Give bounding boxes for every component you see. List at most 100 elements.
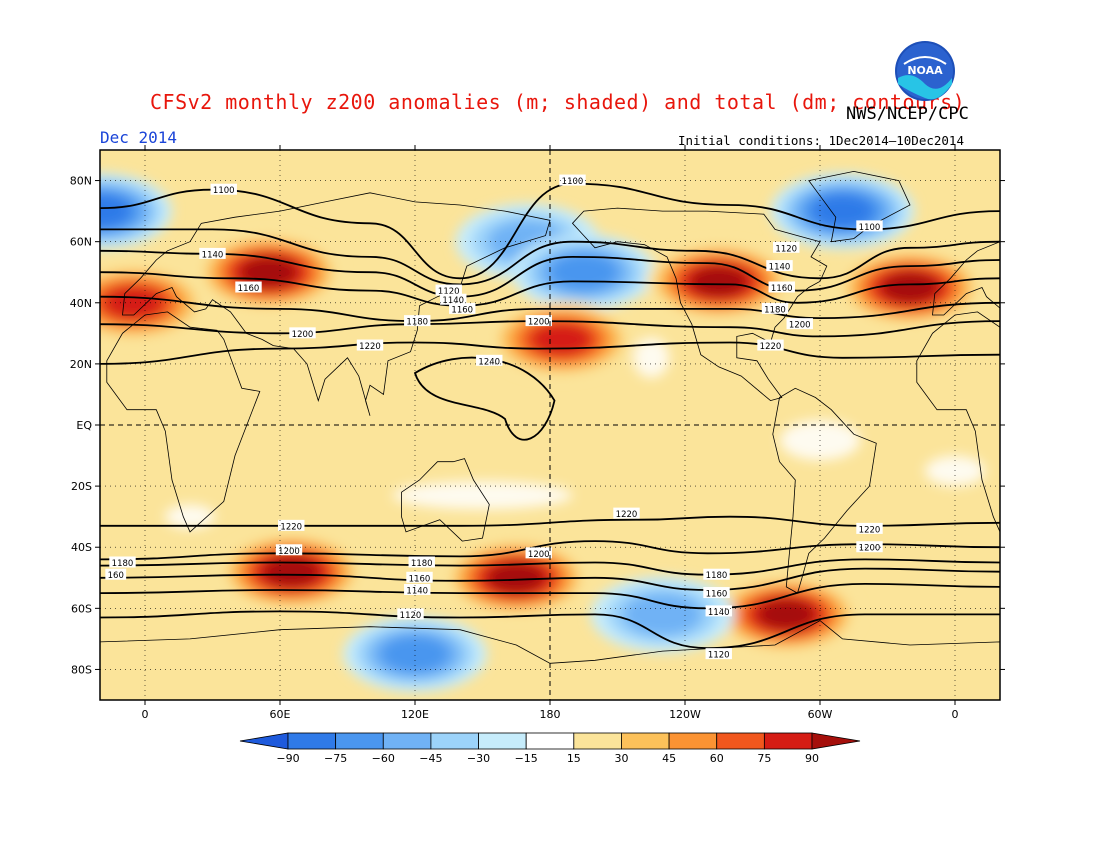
colorbar-cell — [525, 732, 575, 750]
contour-label: 1120 — [775, 244, 797, 254]
colorbar-tick-label: 75 — [757, 752, 771, 765]
contour-label-box — [406, 571, 433, 583]
contour-label: 1220 — [616, 510, 638, 520]
contour-label-box — [235, 281, 262, 293]
colorbar-tick-label: −45 — [419, 752, 442, 765]
colorbar-cell — [668, 732, 718, 750]
lon-label: 0 — [952, 708, 959, 721]
contour-label: 1200 — [528, 318, 550, 328]
anomaly-blob — [811, 194, 874, 228]
contour-label-box — [761, 302, 789, 314]
chart-title: CFSv2 monthly z200 anomalies (m; shaded)… — [150, 90, 966, 114]
colorbar-tick-label: −75 — [324, 752, 347, 765]
anomaly-blob — [263, 556, 320, 587]
lon-label: 60E — [270, 708, 291, 721]
contour-label: 1200 — [278, 547, 300, 557]
anomaly-blob — [549, 253, 618, 291]
anomaly-blob — [488, 562, 545, 594]
colorbar-arrow-low — [239, 732, 289, 750]
contour-label: 1220 — [359, 342, 381, 352]
contour-label-box — [613, 507, 640, 519]
contour-label-box — [766, 260, 793, 272]
lat-label: 20N — [70, 358, 92, 371]
contour-line-12 — [100, 610, 1000, 650]
coast-greenland — [808, 170, 911, 243]
colorbar-tick-label: 60 — [710, 752, 724, 765]
anomaly-blob — [690, 266, 747, 297]
contour-line-10 — [100, 567, 1000, 591]
contour-label-box — [703, 568, 730, 580]
noaa-logo: NOAA — [895, 41, 955, 101]
coastlines — [100, 170, 1000, 700]
contour-label-box — [768, 281, 795, 293]
contour-label: 160 — [108, 571, 124, 581]
coast-africa-wrap — [916, 311, 1000, 533]
contour-label: 1160 — [451, 305, 473, 315]
contour-label: 1100 — [859, 223, 881, 233]
anomaly-blob — [881, 272, 939, 303]
contour-label: 1140 — [769, 263, 791, 273]
contour-label: 1140 — [406, 587, 428, 597]
lat-label: 40N — [70, 297, 92, 310]
contour-label-box — [476, 354, 503, 366]
lat-label: 80N — [70, 175, 92, 188]
colorbar-arrow-high — [811, 732, 861, 750]
contour-label-box — [105, 568, 127, 580]
contour-label: 1120 — [708, 651, 730, 661]
lat-label: 40S — [71, 541, 92, 554]
contour-label-box — [397, 608, 424, 620]
contour-label-box — [559, 174, 586, 186]
contour-line-4 — [100, 295, 1000, 323]
contour-label: 1100 — [213, 186, 235, 196]
contour-label-box — [703, 587, 730, 599]
colorbar-tick-label: 15 — [567, 752, 581, 765]
contour-label-box — [856, 220, 883, 232]
colorbar-tick-label: −15 — [515, 752, 538, 765]
coast-antarctica — [100, 620, 1000, 700]
contour-line-6 — [100, 341, 1000, 365]
logo-lettering: NOAA — [907, 64, 943, 77]
agency-label: NWS/NCEP/CPC — [846, 104, 969, 124]
contour-line-9 — [100, 558, 1000, 576]
map-axes: 80N 60N 40N 20N EQ 20S 40S 60S 80S 0 60E 120E 180 120… — [70, 145, 1005, 721]
colorbar-tick-label: 90 — [805, 752, 819, 765]
colorbar-cell — [335, 732, 384, 750]
lon-label: 120W — [669, 708, 701, 721]
contour-label-box — [275, 544, 303, 556]
contour-label: 1160 — [771, 284, 793, 294]
anomaly-blob — [758, 599, 815, 630]
contour-label-box — [786, 318, 813, 330]
contour-label: 1120 — [438, 287, 460, 297]
contour-label: 1200 — [292, 330, 314, 340]
contour-line-2 — [100, 249, 1000, 298]
colorbar-cell — [478, 732, 527, 750]
contour-label: 1100 — [562, 177, 584, 187]
contour-label: 1220 — [760, 342, 782, 352]
lat-label: 80S — [71, 663, 92, 676]
contour-label-box — [440, 293, 467, 305]
coast-africa — [106, 311, 261, 533]
contour-label-box — [449, 302, 476, 314]
colorbar-cell — [716, 732, 765, 750]
coast-australia — [401, 458, 490, 542]
lat-label: 60S — [71, 602, 92, 615]
contour-label-box — [705, 605, 732, 617]
colorbar-tick-label: −30 — [467, 752, 490, 765]
contour-label-box — [199, 247, 226, 259]
contour-label: 1200 — [789, 321, 811, 331]
contour-label-box — [435, 284, 462, 296]
contour-label-box — [525, 547, 552, 559]
contour-label: 1140 — [708, 608, 730, 618]
contour-label-box — [404, 584, 431, 595]
colorbar-cell — [621, 732, 670, 750]
contour-label-box — [109, 556, 136, 568]
contour-label: 1220 — [280, 522, 302, 532]
contour-label-box — [356, 339, 384, 351]
anomaly-blob — [530, 322, 592, 357]
initial-conditions-label: Initial conditions: 1Dec2014—10Dec2014 — [678, 133, 964, 148]
anomaly-blob — [240, 256, 297, 288]
colorbar-tick-label: 30 — [614, 752, 628, 765]
colorbar-tick-label: −60 — [372, 752, 395, 765]
contour-label: 1120 — [400, 611, 422, 621]
contour-label-box — [408, 556, 435, 568]
